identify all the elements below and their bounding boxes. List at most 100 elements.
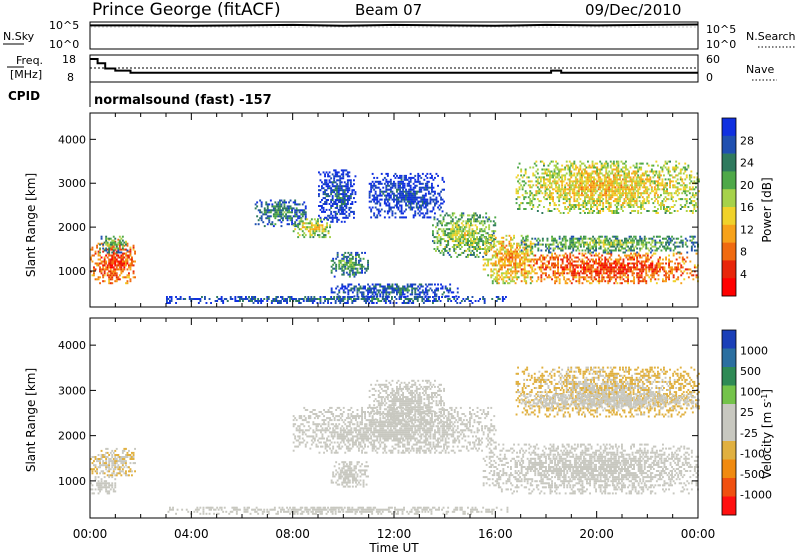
echo-cell [444,234,447,237]
echo-cell [484,262,487,265]
echo-cell [188,296,191,298]
echo-cell [450,255,453,258]
echo-cell [598,264,601,267]
echo-cell [637,260,640,263]
echo-cell [410,302,413,304]
echo-cell [564,268,567,271]
echo-cell [654,268,657,271]
echo-cell [345,183,348,186]
echo-cell [467,230,469,233]
echo-cell [454,226,457,229]
echo-cell [115,280,118,283]
echo-cell [350,261,353,264]
echo-cell [561,186,564,189]
echo-cell [384,298,387,300]
echo-cell [297,215,300,218]
echo-cell [456,230,459,233]
echo-cell [605,276,608,279]
echo-cell [599,245,602,248]
echo-cell [619,274,622,277]
echo-cell [690,239,693,242]
echo-cell [645,280,648,283]
echo-cell [450,234,453,237]
echo-cell [417,206,420,209]
echo-cell [608,256,611,259]
echo-cell [561,164,564,167]
echo-cell [518,204,521,207]
echo-cell [193,298,196,300]
echo-cell [471,242,474,244]
echo-cell [330,212,333,215]
echo-cell [125,248,127,251]
echo-cell [627,282,629,285]
echo-cell [348,265,351,268]
echo-cell [397,192,400,195]
echo-cell [587,276,590,279]
echo-cell [318,189,320,192]
echo-cell [374,298,377,300]
echo-cell [535,262,538,265]
echo-cell [100,237,103,240]
echo-cell [406,287,409,290]
echo-cell [400,194,403,197]
echo-cell [524,196,527,199]
echo-cell [132,248,135,251]
echo-cell [108,270,111,273]
echo-cell [573,172,576,175]
echo-cell [373,214,376,217]
echo-cell [500,246,503,249]
echo-cell [657,264,660,267]
echo-cell [409,293,412,296]
echo-cell [340,206,343,209]
echo-cell [511,270,514,273]
echo-cell [493,272,496,275]
echo-cell [529,184,532,187]
echo-cell [379,194,382,197]
echo-cell [97,250,100,253]
echo-cell [312,228,315,231]
echo-cell [484,250,487,253]
echo-cell [304,228,307,231]
echo-cell [558,186,561,189]
echo-cell [459,238,462,241]
echo-cell [601,276,604,279]
echo-cell [490,244,493,247]
echo-cell [530,186,533,189]
echo-cell [345,173,348,176]
echo-cell [642,278,645,281]
echo-cell [383,300,386,302]
echo-cell [491,274,494,277]
echo-cell [331,298,334,300]
echo-cell [485,216,488,219]
echo-cell [521,186,524,189]
echo-cell [560,272,563,275]
echo-cell [331,195,334,198]
echo-cell [312,236,315,239]
echo-cell [121,248,124,251]
echo-cell [252,296,255,298]
echo-cell [510,264,512,267]
echo-cell [487,246,490,249]
echo-cell [578,280,581,283]
echo-cell [426,293,429,296]
echo-cell [351,291,354,294]
echo-cell [540,278,543,281]
echo-cell [652,272,655,275]
echo-cell [459,248,462,250]
echo-cell [505,248,508,251]
echo-cell [619,258,622,261]
echo-cell [690,247,693,250]
echo-cell [483,302,486,304]
echo-cell [523,174,526,177]
echo-cell [353,271,356,274]
echo-cell [621,270,623,273]
echo-cell [336,253,339,256]
echo-cell [331,205,334,207]
echo-cell [315,222,318,225]
echo-cell [432,291,435,294]
echo-cell [414,180,417,183]
echo-cell [646,252,649,255]
echo-cell [538,239,541,242]
echo-cell [298,215,301,218]
echo-cell [365,289,368,292]
